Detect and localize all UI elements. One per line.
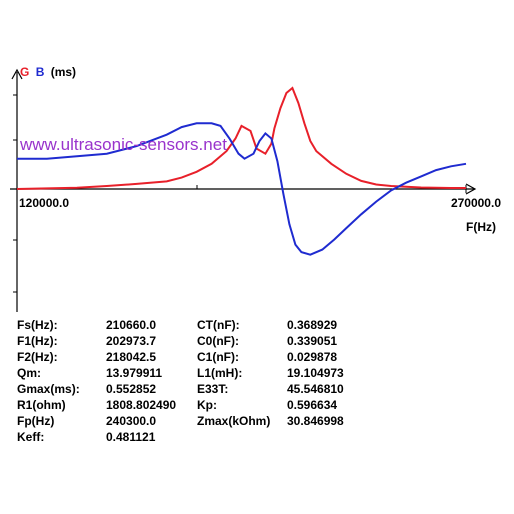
parameter-label: Keff: — [17, 430, 45, 444]
parameter-label: CT(nF): — [197, 318, 240, 332]
parameter-label: Fs(Hz): — [17, 318, 58, 332]
parameter-value: 30.846998 — [287, 414, 344, 428]
x-tick-label-min: 120000.0 — [19, 196, 69, 210]
x-axis-label: F(Hz) — [466, 220, 496, 234]
parameter-value: 1808.802490 — [106, 398, 177, 412]
parameter-value: 13.979911 — [106, 366, 163, 380]
parameter-row: F2(Hz): 218042.5 C1(nF): 0.029878 — [17, 349, 497, 365]
parameter-row: Gmax(ms): 0.552852 E33T: 45.546810 — [17, 381, 497, 397]
parameter-label: L1(mH): — [197, 366, 243, 380]
parameter-value: 0.596634 — [287, 398, 338, 412]
parameter-table: Fs(Hz): 210660.0 CT(nF): 0.368929 F1(Hz): 202… — [17, 317, 497, 445]
parameter-value: 202973.7 — [106, 334, 157, 348]
series-line-g — [16, 86, 466, 190]
admittance-chart: G B (ms) 120000.0 270000.0 F(Hz) www.ult… — [10, 65, 501, 312]
parameter-label: F1(Hz): — [17, 334, 58, 348]
parameter-row: Fs(Hz): 210660.0 CT(nF): 0.368929 — [17, 317, 497, 333]
x-axis-arrow — [465, 183, 477, 195]
parameter-value: 210660.0 — [106, 318, 157, 332]
watermark: www.ultrasonic-sensors.net — [19, 135, 227, 154]
parameter-label: E33T: — [197, 382, 229, 396]
parameter-value: 19.104973 — [287, 366, 344, 380]
parameter-label: Qm: — [17, 366, 41, 380]
parameter-value: 218042.5 — [106, 350, 157, 364]
parameter-label: F2(Hz): — [17, 350, 58, 364]
parameter-label: R1(ohm) — [17, 398, 66, 412]
parameter-value: 0.029878 — [287, 350, 338, 364]
parameter-value: 0.339051 — [287, 334, 338, 348]
parameter-label: Zmax(kOhm) — [197, 414, 271, 428]
parameter-label: Kp: — [197, 398, 217, 412]
parameter-label: C1(nF): — [197, 350, 239, 364]
parameter-value: 0.481121 — [106, 430, 156, 444]
parameter-value: 45.546810 — [287, 382, 344, 396]
parameter-label: C0(nF): — [197, 334, 239, 348]
parameter-value: 0.552852 — [106, 382, 157, 396]
ylabel-b: B — [36, 65, 45, 79]
y-axis-label: G B (ms) — [20, 65, 76, 79]
y-axis-arrow — [11, 68, 23, 80]
ylabel-unit: (ms) — [51, 65, 76, 79]
x-tick-label-max: 270000.0 — [451, 196, 501, 210]
parameter-row: F1(Hz): 202973.7 C0(nF): 0.339051 — [17, 333, 497, 349]
parameter-label: Fp(Hz) — [17, 414, 55, 428]
parameter-value: 240300.0 — [106, 414, 157, 428]
parameter-row: Fp(Hz) 240300.0 Zmax(kOhm) 30.846998 — [17, 413, 497, 429]
parameter-row: R1(ohm) 1808.802490 Kp: 0.596634 — [17, 397, 497, 413]
parameter-label: Gmax(ms): — [17, 382, 80, 396]
parameter-value: 0.368929 — [287, 318, 338, 332]
parameter-row: Qm: 13.979911 L1(mH): 19.104973 — [17, 365, 497, 381]
series-line-b — [17, 122, 467, 256]
parameter-row: Keff: 0.481121 — [17, 429, 497, 445]
ylabel-g: G — [20, 65, 29, 79]
